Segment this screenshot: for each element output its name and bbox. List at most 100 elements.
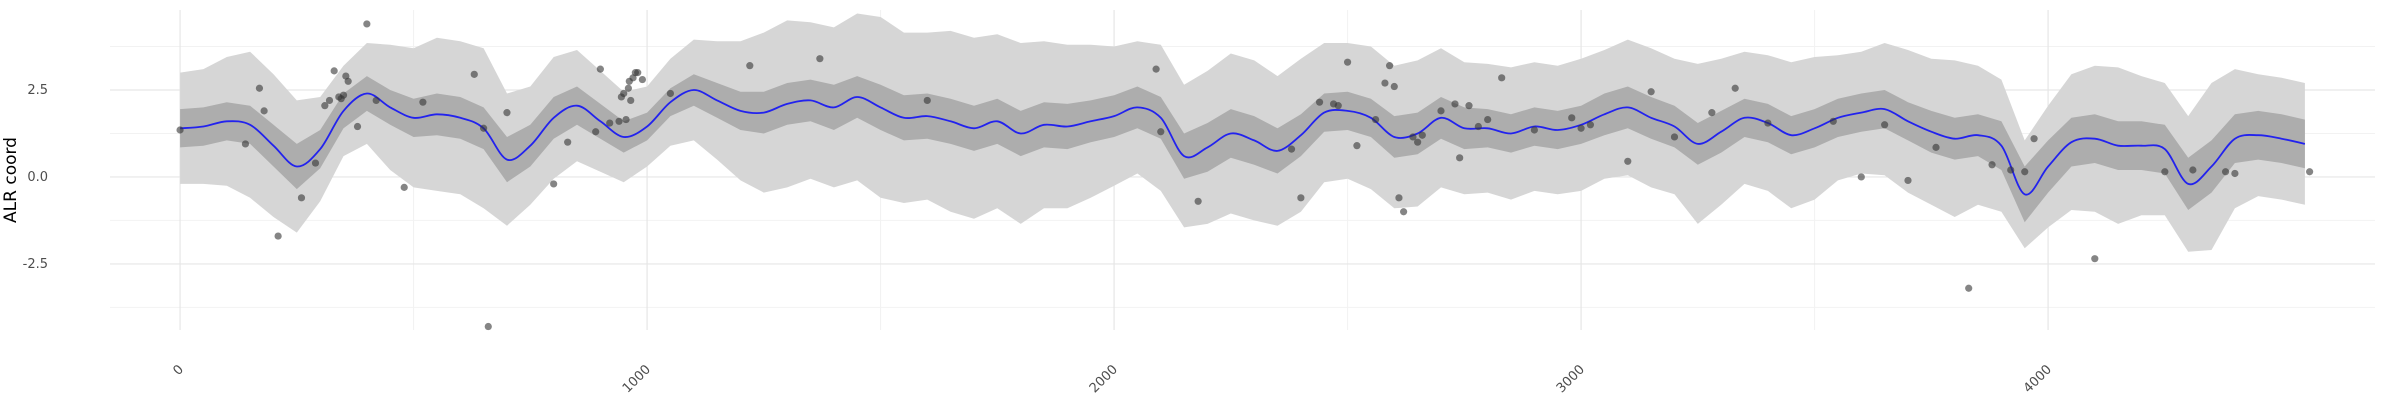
data-point — [1437, 107, 1445, 115]
data-point — [592, 128, 600, 136]
data-point — [363, 20, 371, 28]
data-point — [1988, 161, 1996, 169]
data-point — [330, 67, 338, 75]
data-point — [2030, 135, 2038, 143]
data-point — [1829, 117, 1837, 125]
data-point — [339, 91, 348, 99]
data-point — [2091, 255, 2099, 263]
data-point — [666, 89, 675, 98]
data-point — [624, 84, 632, 92]
data-point — [503, 109, 511, 117]
data-point — [746, 62, 754, 70]
data-point — [1287, 145, 1296, 153]
x-tick-label: 4000 — [2021, 362, 2055, 396]
data-point — [1390, 82, 1398, 91]
data-point — [297, 194, 306, 202]
data-point — [1857, 173, 1865, 181]
y-tick-label: 2.5 — [27, 83, 48, 98]
data-point — [1451, 100, 1459, 108]
data-point — [615, 117, 623, 125]
x-tick-label: 3000 — [1554, 362, 1588, 396]
data-point — [1456, 154, 1464, 162]
data-point — [596, 65, 604, 73]
data-point — [564, 138, 572, 146]
data-point — [1395, 194, 1403, 202]
data-point — [241, 140, 250, 148]
data-point — [550, 180, 558, 188]
data-point — [2231, 169, 2239, 178]
data-point — [1386, 62, 1394, 70]
x-tick-label: 1000 — [620, 362, 654, 396]
data-point — [2221, 168, 2230, 176]
data-point — [1965, 284, 1973, 292]
data-point — [1343, 58, 1352, 66]
data-point — [470, 70, 478, 78]
data-point — [1297, 194, 1305, 202]
y-axis-title: ALR coord — [1, 137, 21, 223]
data-point — [2306, 168, 2314, 176]
data-point — [255, 84, 264, 92]
data-point — [274, 232, 282, 240]
data-point — [1932, 143, 1940, 151]
data-point — [1315, 98, 1324, 106]
data-point — [1568, 114, 1576, 122]
data-point — [344, 77, 352, 85]
inner-credible-band — [180, 74, 2305, 223]
data-point — [1465, 102, 1473, 110]
data-point — [620, 89, 628, 98]
data-point — [419, 98, 427, 106]
data-point — [1530, 126, 1538, 134]
data-point — [1624, 157, 1632, 165]
data-point — [400, 183, 408, 191]
data-point — [480, 124, 488, 132]
data-point — [325, 96, 334, 105]
data-point — [2189, 166, 2197, 174]
data-point — [353, 122, 362, 131]
data-point — [622, 115, 630, 124]
data-point — [1904, 176, 1912, 185]
data-point — [1881, 121, 1889, 129]
y-axis-ticks: -2.5 0.0 2.5 — [23, 83, 48, 272]
data-point — [1474, 122, 1482, 131]
data-point — [1334, 102, 1342, 110]
x-axis-ticks: 0 1000 2000 3000 4000 — [170, 362, 2055, 396]
data-point — [1371, 115, 1380, 124]
data-point — [1409, 133, 1417, 141]
data-point — [1353, 142, 1361, 150]
data-point — [2021, 168, 2029, 176]
data-point — [176, 126, 184, 134]
y-tick-label: -2.5 — [23, 257, 48, 272]
data-point — [1708, 109, 1716, 117]
data-point — [321, 102, 329, 110]
data-point — [627, 96, 635, 105]
data-point — [1577, 124, 1585, 132]
data-point — [484, 322, 492, 331]
data-point — [1484, 115, 1492, 124]
data-point — [923, 96, 931, 105]
data-point — [634, 69, 642, 77]
data-point — [1381, 79, 1389, 87]
data-point — [1764, 119, 1772, 127]
data-point — [816, 55, 824, 63]
data-point — [1670, 133, 1679, 141]
data-point — [1418, 131, 1426, 139]
data-point — [606, 119, 614, 127]
data-point — [2161, 168, 2169, 176]
x-tick-label: 0 — [170, 362, 186, 378]
data-point — [1157, 128, 1165, 136]
data-point — [1731, 84, 1739, 92]
x-tick-label: 2000 — [1087, 362, 1121, 396]
data-point — [1400, 208, 1408, 216]
data-point — [1586, 121, 1595, 129]
data-point — [1498, 74, 1506, 82]
data-point — [2007, 166, 2015, 174]
data-point — [1414, 138, 1422, 146]
data-point — [1194, 197, 1202, 205]
data-point — [1647, 88, 1655, 96]
data-point — [638, 75, 646, 84]
y-tick-label: 0.0 — [27, 170, 48, 185]
observation-points — [176, 20, 2314, 331]
mean-line — [180, 89, 2306, 196]
data-point — [1152, 65, 1160, 73]
